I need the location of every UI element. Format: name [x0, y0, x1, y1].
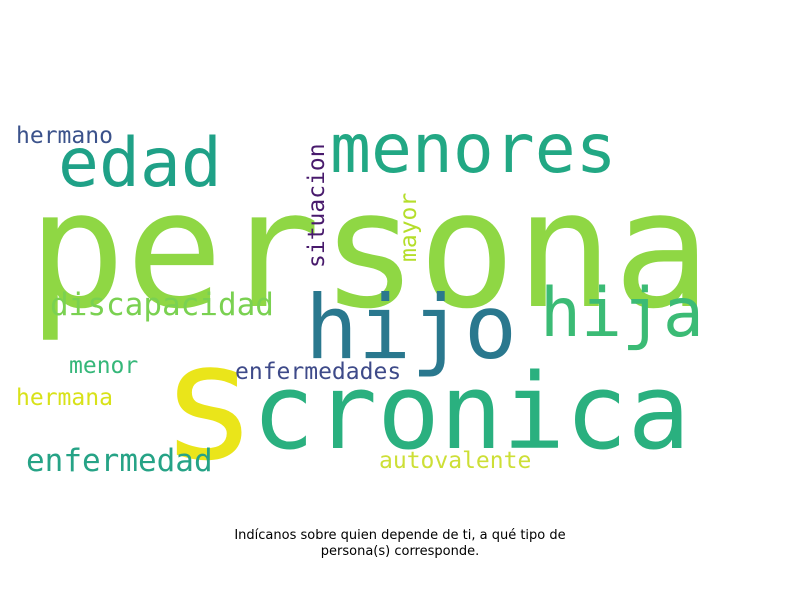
- word-hijo: hijo: [305, 276, 517, 379]
- word-edad: edad: [58, 124, 222, 203]
- word-situacion: situacion: [304, 143, 330, 268]
- word-enfermedad: enfermedad: [26, 443, 213, 479]
- word-cronica: cronica: [252, 351, 691, 473]
- word-discapacidad: discapacidad: [50, 287, 274, 323]
- chart-caption: Indícanos sobre quien depende de ti, a q…: [234, 528, 566, 559]
- word-persona: persona: [28, 157, 711, 345]
- word-autovalente: autovalente: [379, 448, 532, 474]
- word-menor: menor: [69, 353, 139, 379]
- word-enfermedades: enfermedades: [235, 359, 402, 385]
- word-hija: hija: [540, 274, 704, 353]
- word-hermana: hermana: [16, 385, 113, 411]
- word-s: s: [160, 309, 258, 497]
- word-menores: menores: [330, 110, 617, 189]
- word-hermano: hermano: [16, 123, 113, 149]
- word-mayor: mayor: [396, 192, 422, 262]
